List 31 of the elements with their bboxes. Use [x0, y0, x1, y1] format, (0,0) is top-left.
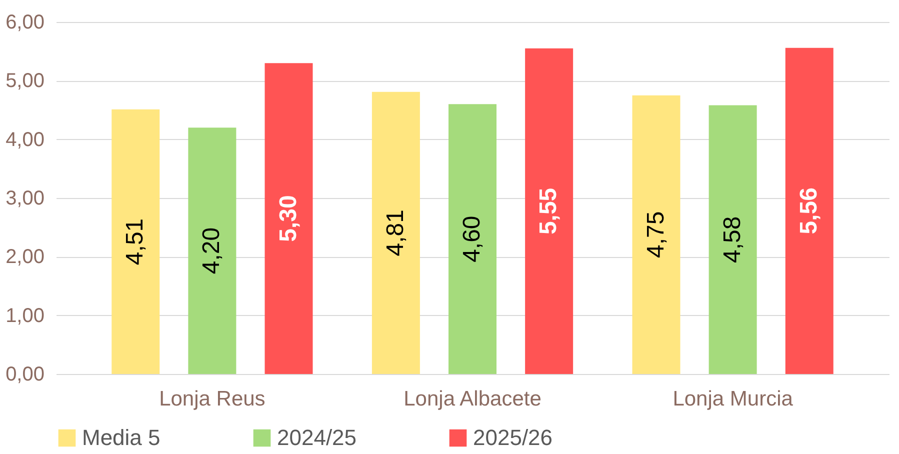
- bar: [372, 92, 420, 374]
- x-tick-label: Lonja Murcia: [672, 388, 794, 410]
- y-tick-label: 2,00: [6, 246, 44, 268]
- y-tick-label: 4,00: [6, 128, 44, 151]
- bar: [632, 95, 680, 374]
- x-tick-label: Lonja Reus: [159, 388, 266, 410]
- bar: [188, 128, 236, 374]
- bar: [112, 109, 160, 374]
- bar: [448, 104, 496, 374]
- bar: [264, 63, 313, 374]
- bar: [785, 48, 834, 374]
- y-tick-label: 3,00: [6, 188, 44, 210]
- y-tick-label: 5,00: [6, 70, 44, 92]
- data-label: 4,51: [122, 218, 149, 266]
- data-label: 4,60: [458, 216, 486, 262]
- legend-label: 2025/26: [473, 425, 553, 450]
- legend-label: Media 5: [82, 425, 160, 450]
- y-tick-label: 1,00: [6, 304, 44, 327]
- data-label: 5,30: [274, 195, 302, 242]
- data-label: 4,75: [642, 211, 670, 258]
- data-label: 4,81: [382, 210, 409, 256]
- x-tick-label: Lonja Albacete: [404, 388, 542, 410]
- legend-label: 2024/25: [277, 425, 357, 450]
- data-label: 4,20: [198, 227, 226, 274]
- y-tick-label: 0,00: [6, 364, 44, 386]
- bar: [525, 48, 574, 374]
- y-tick-label: 6,00: [6, 12, 44, 34]
- data-label: 5,55: [535, 188, 562, 235]
- data-label: 4,58: [718, 216, 746, 264]
- bar: [708, 105, 757, 374]
- data-label: 5,56: [795, 188, 822, 234]
